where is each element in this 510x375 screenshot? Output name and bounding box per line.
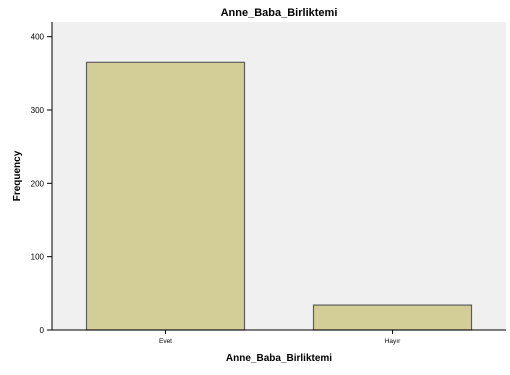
y-tick-label: 100 (31, 253, 45, 262)
bar-evet (85, 61, 246, 331)
y-tick-label: 400 (31, 33, 45, 42)
x-axis: Evet Hayır (52, 329, 506, 345)
y-tick-label: 200 (31, 179, 45, 188)
x-axis-label: Anne_Baba_Birliktemi (226, 353, 332, 364)
chart-title: Anne_Baba_Birliktemi (221, 7, 338, 19)
x-tick-label: Evet (159, 338, 172, 345)
bars-group (85, 61, 473, 331)
y-tick-label: 0 (40, 326, 45, 335)
bar-hayır (312, 304, 473, 331)
y-axis: 0 100 200 300 400 (31, 22, 53, 335)
y-axis-label: Frequency (12, 150, 23, 201)
x-tick-label: Hayır (385, 338, 401, 345)
y-tick-label: 300 (31, 106, 45, 115)
